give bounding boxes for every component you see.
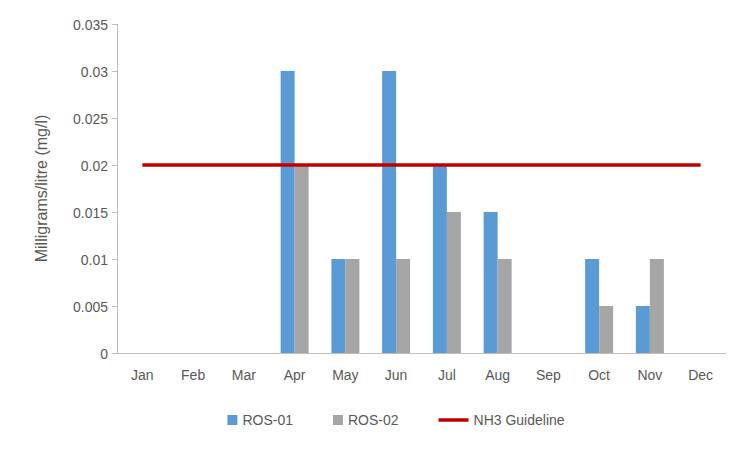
y-axis-label: Milligrams/litre (mg/l) <box>33 115 50 263</box>
x-axis-line <box>117 353 726 354</box>
line <box>142 163 700 167</box>
bar <box>396 259 410 353</box>
chart-svg: 0 0.005 0.01 0.015 0.02 0.025 0.03 0.035 Jan Feb M… <box>0 0 752 452</box>
x-tick-label: Aug <box>485 367 510 383</box>
bar <box>281 71 295 353</box>
x-tick-label: Jul <box>438 367 456 383</box>
x-tick-label: Nov <box>637 367 662 383</box>
bar <box>484 212 498 353</box>
y-tick <box>112 118 117 119</box>
y-tick <box>112 306 117 307</box>
chart-container: 0 0.005 0.01 0.015 0.02 0.025 0.03 0.035 Jan Feb M… <box>0 0 752 452</box>
y-tick <box>112 71 117 72</box>
plot-area <box>142 71 700 353</box>
legend-label: ROS-02 <box>348 412 399 428</box>
bar <box>433 165 447 353</box>
legend-item: NH3 Guideline <box>439 412 565 428</box>
legend-item: ROS-01 <box>227 412 293 428</box>
x-tick-label: May <box>332 367 358 383</box>
legend: ROS-01 ROS-02 NH3 Guideline <box>227 412 564 428</box>
legend-symbol <box>439 418 469 422</box>
x-tick-label: Apr <box>284 367 306 383</box>
y-tick-label: 0.01 <box>81 252 108 268</box>
y-tick <box>112 24 117 25</box>
bar <box>498 259 512 353</box>
y-tick <box>112 212 117 213</box>
bar <box>331 259 345 353</box>
x-tick-label: Jan <box>131 367 154 383</box>
legend-item: ROS-02 <box>333 412 399 428</box>
bar <box>345 259 359 353</box>
y-tick-label: 0.005 <box>73 299 108 315</box>
legend-symbol <box>333 415 343 425</box>
x-tick-label: Jun <box>385 367 408 383</box>
x-tick-label: Sep <box>536 367 561 383</box>
y-tick <box>112 353 117 354</box>
legend-label: ROS-01 <box>242 412 293 428</box>
y-axis-line <box>117 24 118 353</box>
legend-symbol <box>227 415 237 425</box>
y-tick <box>112 259 117 260</box>
bar <box>382 71 396 353</box>
x-tick-label: Feb <box>181 367 205 383</box>
y-tick-label: 0.03 <box>81 64 108 80</box>
bar <box>447 212 461 353</box>
bar <box>636 306 650 353</box>
bar <box>650 259 664 353</box>
y-tick-label: 0 <box>100 346 108 362</box>
y-tick-label: 0.015 <box>73 205 108 221</box>
legend-label: NH3 Guideline <box>474 412 565 428</box>
y-tick-label: 0.02 <box>81 158 108 174</box>
x-tick-label: Oct <box>588 367 610 383</box>
bar <box>599 306 613 353</box>
y-tick-label: 0.035 <box>73 17 108 33</box>
y-tick-label: 0.025 <box>73 111 108 127</box>
x-tick-label: Mar <box>232 367 256 383</box>
x-tick-label: Dec <box>688 367 713 383</box>
bar <box>295 165 309 353</box>
y-tick <box>112 165 117 166</box>
bar <box>585 259 599 353</box>
